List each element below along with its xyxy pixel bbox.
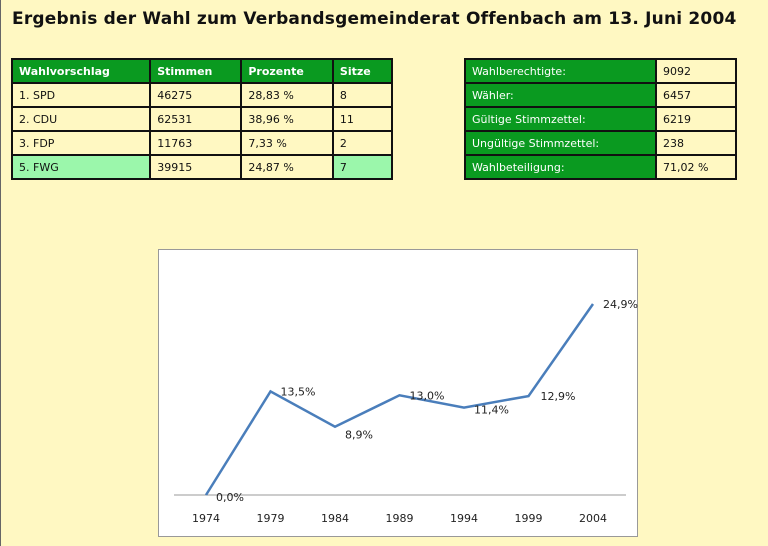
stat-value: 9092 bbox=[655, 58, 737, 84]
data-label: 13,5% bbox=[281, 385, 316, 398]
col-header: Stimmen bbox=[149, 58, 243, 84]
data-label: 11,4% bbox=[474, 404, 509, 417]
x-tick-label: 1999 bbox=[515, 512, 543, 525]
table-row: 3. FDP 11763 7,33 % 2 bbox=[10, 130, 394, 156]
col-header: Prozente bbox=[240, 58, 334, 84]
results-table: Wahlvorschlag Stimmen Prozente Sitze 1. … bbox=[10, 58, 394, 180]
stat-label: Wahlberechtigte: bbox=[464, 58, 657, 84]
data-label: 24,9% bbox=[603, 298, 638, 311]
cell: 8 bbox=[331, 82, 394, 108]
cell: 38,96 % bbox=[240, 106, 334, 132]
cell: 24,87 % bbox=[240, 154, 334, 180]
stat-label: Wähler: bbox=[464, 82, 657, 108]
cell: 7 bbox=[331, 154, 394, 180]
table-row: Wahlberechtigte: 9092 bbox=[464, 58, 737, 84]
line-chart: 1974 1979 1984 1989 1994 1999 2004 0,0% 13,5% 8,9… bbox=[158, 249, 638, 537]
page-title: Ergebnis der Wahl zum Verbandsgemeindera… bbox=[12, 9, 737, 29]
x-tick-label: 1984 bbox=[321, 512, 349, 525]
chart-svg: 1974 1979 1984 1989 1994 1999 2004 0,0% 13,5% 8,9… bbox=[174, 298, 638, 525]
data-label: 12,9% bbox=[541, 390, 576, 403]
cell: 5. FWG bbox=[10, 154, 152, 180]
cell: 3. FDP bbox=[10, 130, 152, 156]
table-row: Wahlbeteiligung: 71,02 % bbox=[464, 154, 737, 180]
table-row: Wähler: 6457 bbox=[464, 82, 737, 108]
x-tick-label: 1989 bbox=[386, 512, 414, 525]
cell: 46275 bbox=[149, 82, 243, 108]
table-row: 2. CDU 62531 38,96 % 11 bbox=[10, 106, 394, 132]
cell: 62531 bbox=[149, 106, 243, 132]
stat-value: 71,02 % bbox=[655, 154, 737, 180]
data-label: 0,0% bbox=[216, 491, 244, 504]
stats-table: Wahlberechtigte: 9092 Wähler: 6457 Gültige… bbox=[464, 58, 737, 180]
table-row: 1. SPD 46275 28,83 % 8 bbox=[10, 82, 394, 108]
cell: 2 bbox=[331, 130, 394, 156]
data-label: 13,0% bbox=[410, 389, 445, 402]
cell: 28,83 % bbox=[240, 82, 334, 108]
x-tick-label: 1994 bbox=[450, 512, 478, 525]
table-row: Gültige Stimmzettel: 6219 bbox=[464, 106, 737, 132]
x-tick-label: 1974 bbox=[192, 512, 220, 525]
table-row: Ungültige Stimmzettel: 238 bbox=[464, 130, 737, 156]
cell: 11763 bbox=[149, 130, 243, 156]
stat-label: Ungültige Stimmzettel: bbox=[464, 130, 657, 156]
stat-value: 6219 bbox=[655, 106, 737, 132]
stat-value: 238 bbox=[655, 130, 737, 156]
stat-value: 6457 bbox=[655, 82, 737, 108]
stat-label: Gültige Stimmzettel: bbox=[464, 106, 657, 132]
cell: 7,33 % bbox=[240, 130, 334, 156]
data-label: 8,9% bbox=[345, 429, 373, 442]
cell: 11 bbox=[331, 106, 394, 132]
table-row: 5. FWG 39915 24,87 % 7 bbox=[10, 154, 394, 180]
col-header: Sitze bbox=[331, 58, 394, 84]
cell: 39915 bbox=[149, 154, 243, 180]
x-tick-label: 1979 bbox=[257, 512, 285, 525]
col-header: Wahlvorschlag bbox=[10, 58, 152, 84]
stat-label: Wahlbeteiligung: bbox=[464, 154, 657, 180]
series-line bbox=[204, 303, 595, 496]
cell: 1. SPD bbox=[10, 82, 152, 108]
cell: 2. CDU bbox=[10, 106, 152, 132]
x-tick-label: 2004 bbox=[579, 512, 607, 525]
